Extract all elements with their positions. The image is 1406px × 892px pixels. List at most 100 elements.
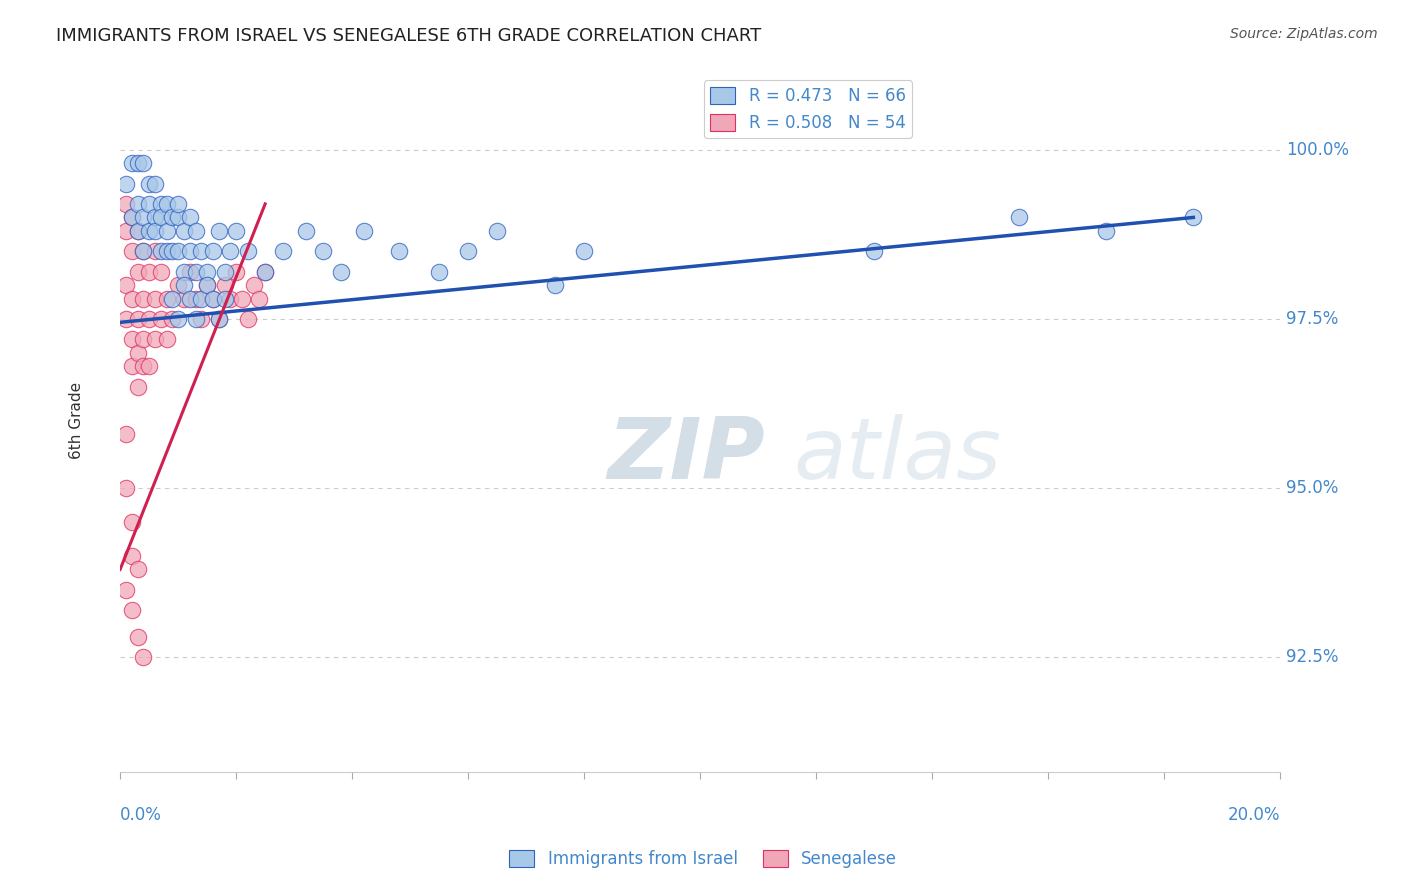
Point xyxy=(231,292,253,306)
Point xyxy=(149,244,172,259)
Point xyxy=(173,278,195,293)
Point xyxy=(294,224,316,238)
Point xyxy=(184,292,207,306)
Point xyxy=(138,312,160,326)
Point xyxy=(155,197,177,211)
Point xyxy=(115,224,138,238)
Point xyxy=(143,211,166,225)
Point xyxy=(132,211,155,225)
Point xyxy=(121,549,143,563)
Point xyxy=(127,156,149,170)
Point xyxy=(201,292,224,306)
Point xyxy=(427,264,450,278)
Point xyxy=(167,312,190,326)
Point xyxy=(121,332,143,346)
Point xyxy=(115,278,138,293)
Point xyxy=(179,264,201,278)
Point xyxy=(179,292,201,306)
Point xyxy=(254,264,277,278)
Point xyxy=(353,224,375,238)
Point xyxy=(1008,211,1031,225)
Point xyxy=(329,264,352,278)
Point xyxy=(184,312,207,326)
Text: atlas: atlas xyxy=(793,414,1001,497)
Text: 6th Grade: 6th Grade xyxy=(69,382,83,459)
Point xyxy=(219,244,242,259)
Text: ZIP: ZIP xyxy=(607,414,765,497)
Text: 0.0%: 0.0% xyxy=(120,806,162,824)
Point xyxy=(574,244,596,259)
Point xyxy=(121,211,143,225)
Point xyxy=(208,312,231,326)
Point xyxy=(143,177,166,191)
Point xyxy=(155,292,177,306)
Point xyxy=(195,264,218,278)
Point xyxy=(173,224,195,238)
Point xyxy=(138,224,160,238)
Point xyxy=(214,264,236,278)
Point xyxy=(121,156,143,170)
Point xyxy=(1182,211,1205,225)
Point xyxy=(143,332,166,346)
Point xyxy=(127,630,149,644)
Point xyxy=(121,292,143,306)
Text: IMMIGRANTS FROM ISRAEL VS SENEGALESE 6TH GRADE CORRELATION CHART: IMMIGRANTS FROM ISRAEL VS SENEGALESE 6TH… xyxy=(56,27,762,45)
Point xyxy=(208,224,231,238)
Point xyxy=(149,211,172,225)
Point xyxy=(195,278,218,293)
Text: 20.0%: 20.0% xyxy=(1227,806,1281,824)
Point xyxy=(115,197,138,211)
Point xyxy=(190,312,212,326)
Point xyxy=(121,603,143,617)
Point xyxy=(312,244,335,259)
Point xyxy=(225,224,247,238)
Legend: R = 0.473   N = 66, R = 0.508   N = 54: R = 0.473 N = 66, R = 0.508 N = 54 xyxy=(703,80,912,138)
Point xyxy=(201,292,224,306)
Point xyxy=(132,332,155,346)
Point xyxy=(254,264,277,278)
Point xyxy=(115,312,138,326)
Point xyxy=(167,197,190,211)
Point xyxy=(127,197,149,211)
Point xyxy=(149,312,172,326)
Point xyxy=(167,244,190,259)
Point xyxy=(127,264,149,278)
Text: Source: ZipAtlas.com: Source: ZipAtlas.com xyxy=(1230,27,1378,41)
Point xyxy=(132,359,155,374)
Point xyxy=(138,264,160,278)
Point xyxy=(127,379,149,393)
Point xyxy=(173,264,195,278)
Point xyxy=(127,224,149,238)
Text: 95.0%: 95.0% xyxy=(1286,479,1339,497)
Point xyxy=(486,224,509,238)
Point xyxy=(225,264,247,278)
Point xyxy=(143,292,166,306)
Point xyxy=(143,244,166,259)
Point xyxy=(121,359,143,374)
Point xyxy=(115,427,138,442)
Point xyxy=(208,312,231,326)
Point xyxy=(173,292,195,306)
Point xyxy=(387,244,409,259)
Point xyxy=(121,211,143,225)
Point xyxy=(132,244,155,259)
Point xyxy=(132,650,155,665)
Point xyxy=(127,312,149,326)
Point xyxy=(162,292,184,306)
Point xyxy=(179,211,201,225)
Point xyxy=(190,244,212,259)
Point xyxy=(149,264,172,278)
Point xyxy=(162,312,184,326)
Point xyxy=(162,211,184,225)
Point xyxy=(155,332,177,346)
Point xyxy=(1095,224,1118,238)
Point xyxy=(143,224,166,238)
Point xyxy=(132,292,155,306)
Point xyxy=(236,312,259,326)
Point xyxy=(127,224,149,238)
Point xyxy=(132,244,155,259)
Point xyxy=(247,292,270,306)
Point xyxy=(167,211,190,225)
Point xyxy=(190,292,212,306)
Point xyxy=(115,177,138,191)
